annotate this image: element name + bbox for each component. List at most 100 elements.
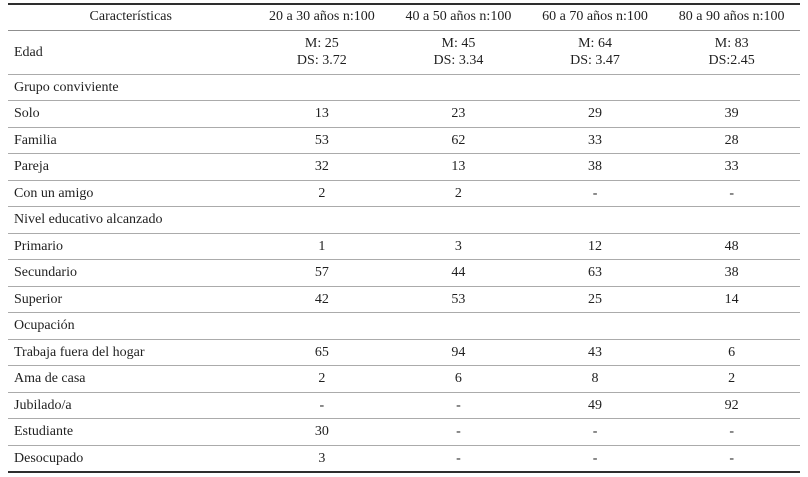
value-line: M: 64 bbox=[578, 35, 612, 51]
column-header-20-30: 20 a 30 años n:100 bbox=[253, 4, 391, 31]
row-value: 29 bbox=[526, 100, 664, 128]
row-value: 30 bbox=[253, 418, 391, 446]
row-value: 65 bbox=[253, 339, 391, 367]
row-value: 3 bbox=[390, 233, 527, 261]
table-row: Jubilado/a - -49 92 bbox=[8, 392, 800, 420]
row-value: 42 bbox=[253, 286, 391, 314]
row-value: 94 bbox=[390, 339, 527, 367]
row-label: Jubilado/a bbox=[8, 392, 254, 420]
row-value: 63 bbox=[526, 259, 664, 287]
characteristics-table: Características 20 a 30 años n:100 40 a … bbox=[8, 3, 800, 474]
row-value: 2 bbox=[390, 180, 527, 208]
row-value: M: 64 DS: 3.47 bbox=[526, 30, 664, 75]
section-label: Grupo conviviente bbox=[8, 74, 800, 102]
row-label: Pareja bbox=[8, 153, 254, 181]
row-value: 6 bbox=[390, 365, 527, 393]
row-value: - bbox=[526, 180, 664, 208]
row-value: 23 bbox=[390, 100, 527, 128]
row-value: 13 bbox=[253, 100, 391, 128]
row-value: 28 bbox=[663, 127, 800, 155]
table-row: Solo 13 23 29 39 bbox=[8, 100, 800, 128]
row-value: M: 83 DS:2.45 bbox=[663, 30, 800, 75]
row-value: 12 bbox=[526, 233, 664, 261]
row-label: Secundario bbox=[8, 259, 254, 287]
table-row: Estudiante 30- - - bbox=[8, 418, 800, 446]
row-value: - bbox=[456, 450, 461, 466]
row-value: 8 bbox=[526, 365, 664, 393]
table-row: Edad M: 25 DS: 3.72 M: 45 DS: 3.34 M: 64 DS: 3… bbox=[8, 30, 800, 75]
value-line: DS: 3.72 bbox=[296, 53, 347, 69]
row-label: Edad bbox=[8, 30, 254, 75]
table-header: Características 20 a 30 años n:100 40 a … bbox=[8, 4, 800, 31]
row-value: - bbox=[390, 392, 527, 420]
row-value: 25 bbox=[526, 286, 664, 314]
row-label: Con un amigo bbox=[8, 180, 254, 208]
row-value: 39 bbox=[663, 100, 800, 128]
row-value: 92 bbox=[663, 392, 800, 420]
table-row: Ama de casa 2 6 8 2 bbox=[8, 365, 800, 393]
table-row: Pareja 32 13 38 33 bbox=[8, 153, 800, 181]
row-value: 2 bbox=[253, 365, 391, 393]
row-value: - bbox=[663, 180, 800, 208]
table-body: Edad M: 25 DS: 3.72 M: 45 DS: 3.34 M: 64 DS: 3… bbox=[8, 30, 800, 472]
column-header-60-70: 60 a 70 años n:100 bbox=[526, 4, 664, 31]
value-line: DS: 3.47 bbox=[570, 53, 620, 69]
value-line: M: 25 bbox=[304, 35, 339, 51]
value-line: DS:2.45 bbox=[708, 53, 755, 69]
row-value: - bbox=[390, 418, 527, 446]
row-value: - bbox=[253, 392, 391, 420]
row-value: - bbox=[729, 450, 734, 466]
row-value: 44 bbox=[390, 259, 527, 287]
row-value: 2 bbox=[253, 180, 391, 208]
table-row: Familia 53 62 33 28 bbox=[8, 127, 800, 155]
column-header-40-50: 40 a 50 años n:100 bbox=[390, 4, 527, 31]
row-value: 62 bbox=[390, 127, 527, 155]
row-value: 49 bbox=[526, 392, 664, 420]
row-value: 38 bbox=[526, 153, 664, 181]
row-label: Ama de casa bbox=[8, 365, 254, 393]
row-value: 14 bbox=[663, 286, 800, 314]
row-label: Superior bbox=[8, 286, 254, 314]
header-row: Características 20 a 30 años n:100 40 a … bbox=[8, 4, 800, 31]
row-label: Trabaja fuera del hogar bbox=[8, 339, 254, 367]
row-value: 43 bbox=[526, 339, 664, 367]
row-label: Solo bbox=[8, 100, 254, 128]
table-row: Desocupado 3 - - - bbox=[8, 445, 800, 472]
table-row: Secundario 57 44 63 38 bbox=[8, 259, 800, 287]
row-value: 53 bbox=[390, 286, 527, 314]
row-value: - bbox=[592, 450, 598, 466]
row-value: 33 bbox=[526, 127, 664, 155]
section-row: Grupo conviviente bbox=[8, 74, 800, 102]
row-value: 32 bbox=[253, 153, 391, 181]
section-row: Nivel educativo alcanzado bbox=[8, 206, 800, 234]
row-label: Familia bbox=[8, 127, 254, 155]
row-value: 6 bbox=[663, 339, 800, 367]
value-line: DS: 3.34 bbox=[433, 53, 484, 69]
section-label: Ocupación bbox=[8, 312, 800, 340]
table-row: Primario 1 3 12 48 bbox=[8, 233, 800, 261]
row-value: 57 bbox=[253, 259, 391, 287]
row-label: Primario bbox=[8, 233, 254, 261]
row-value: 38 bbox=[663, 259, 800, 287]
row-value: 1 bbox=[253, 233, 391, 261]
value-line: M: 83 bbox=[714, 35, 749, 51]
value-line: M: 45 bbox=[441, 35, 476, 51]
section-label: Nivel educativo alcanzado bbox=[8, 206, 800, 234]
table-row: Superior 42 53 25 14 bbox=[8, 286, 800, 314]
table-row: Con un amigo 2 2- - bbox=[8, 180, 800, 208]
row-value: M: 25 DS: 3.72 bbox=[253, 30, 391, 75]
column-header-caracteristicas: Características bbox=[8, 4, 254, 31]
row-value: 13 bbox=[390, 153, 527, 181]
row-value: 2 bbox=[663, 365, 800, 393]
section-row: Ocupación bbox=[8, 312, 800, 340]
row-label: Estudiante bbox=[8, 418, 254, 446]
row-value: - bbox=[526, 418, 664, 446]
row-value: 48 bbox=[663, 233, 800, 261]
row-value: 33 bbox=[663, 153, 800, 181]
row-value: 53 bbox=[253, 127, 391, 155]
row-label: Desocupado bbox=[14, 450, 84, 466]
row-value: 3 bbox=[318, 450, 326, 466]
column-header-80-90: 80 a 90 años n:100 bbox=[663, 4, 800, 31]
row-value: - bbox=[663, 418, 800, 446]
